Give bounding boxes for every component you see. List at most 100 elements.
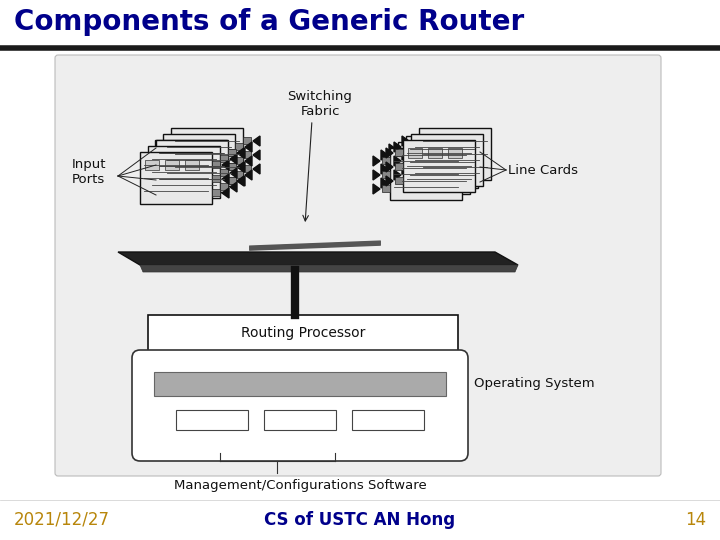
Bar [168, 142, 182, 152]
Bar [235, 171, 243, 178]
Bar [243, 137, 251, 144]
Bar [451, 144, 465, 154]
Polygon shape [230, 182, 237, 192]
Bar [403, 140, 475, 192]
Bar [395, 156, 409, 166]
Bar [390, 151, 398, 158]
Bar [227, 149, 235, 156]
Polygon shape [402, 164, 409, 174]
Bar [398, 159, 406, 166]
Bar [148, 146, 220, 198]
Text: Switching
Fabric: Switching Fabric [287, 90, 352, 118]
Bar [406, 136, 478, 188]
Bar [436, 142, 450, 152]
Polygon shape [253, 136, 260, 146]
Polygon shape [222, 174, 229, 184]
Bar [220, 155, 228, 162]
Bar [216, 136, 230, 146]
Text: Routing Processor: Routing Processor [240, 326, 365, 340]
Bar [390, 148, 462, 200]
Bar [176, 136, 190, 146]
Bar [411, 144, 425, 154]
Polygon shape [386, 162, 393, 172]
Text: CS of USTC AN Hong: CS of USTC AN Hong [264, 511, 456, 529]
Bar [403, 171, 411, 178]
Polygon shape [245, 142, 252, 152]
Polygon shape [394, 156, 401, 166]
Bar [390, 179, 398, 186]
Bar [212, 161, 220, 168]
Polygon shape [245, 170, 252, 180]
Polygon shape [222, 188, 229, 198]
Polygon shape [253, 150, 260, 160]
Bar [403, 150, 417, 160]
Bar [171, 128, 243, 180]
Bar [235, 157, 243, 164]
Bar [382, 157, 390, 164]
Polygon shape [381, 164, 388, 174]
Text: Operating System: Operating System [474, 377, 595, 390]
Polygon shape [373, 170, 380, 180]
Bar [220, 169, 228, 176]
Polygon shape [394, 142, 401, 152]
Bar [173, 154, 187, 164]
Bar [228, 163, 236, 170]
Polygon shape [389, 158, 396, 168]
Bar [200, 148, 214, 158]
Bar [212, 175, 220, 182]
FancyBboxPatch shape [132, 350, 468, 461]
Bar [403, 157, 411, 164]
Text: Components of a Generic Router: Components of a Generic Router [14, 8, 524, 36]
Bar [243, 151, 251, 158]
Bar [196, 136, 210, 146]
Bar [208, 142, 222, 152]
Bar [423, 150, 437, 160]
Bar [390, 165, 398, 172]
Bar [227, 163, 235, 170]
Bar [193, 154, 207, 164]
Polygon shape [237, 162, 244, 172]
Bar [243, 165, 251, 172]
Bar [156, 140, 228, 192]
Bar [185, 160, 199, 170]
Bar [431, 144, 445, 154]
Polygon shape [381, 178, 388, 188]
FancyBboxPatch shape [55, 55, 661, 476]
Bar [408, 148, 422, 158]
Bar [160, 148, 174, 158]
Bar [153, 154, 167, 164]
Text: 2021/12/27: 2021/12/27 [14, 511, 110, 529]
Bar [424, 136, 438, 146]
Bar [395, 163, 403, 170]
Bar [155, 140, 227, 192]
Bar [235, 143, 243, 150]
Polygon shape [373, 184, 380, 194]
Bar [228, 149, 236, 156]
Bar [220, 183, 228, 190]
Polygon shape [238, 148, 245, 158]
Bar [161, 148, 175, 158]
Text: Input
Ports: Input Ports [72, 158, 107, 186]
Bar [411, 151, 419, 158]
Polygon shape [381, 150, 388, 160]
Polygon shape [389, 172, 396, 182]
Text: 14: 14 [685, 511, 706, 529]
Bar [403, 143, 411, 150]
Bar [411, 137, 419, 144]
Polygon shape [373, 156, 380, 166]
Bar [398, 173, 406, 180]
Polygon shape [394, 170, 401, 180]
Polygon shape [140, 265, 518, 272]
Bar [212, 189, 220, 196]
Bar [227, 177, 235, 184]
Bar [163, 134, 235, 186]
Bar [416, 142, 430, 152]
Bar [456, 142, 470, 152]
Bar [264, 410, 336, 430]
Polygon shape [118, 252, 518, 265]
Polygon shape [389, 144, 396, 154]
Bar [382, 171, 390, 178]
Polygon shape [230, 168, 237, 178]
Bar [148, 315, 458, 351]
Bar [395, 177, 403, 184]
